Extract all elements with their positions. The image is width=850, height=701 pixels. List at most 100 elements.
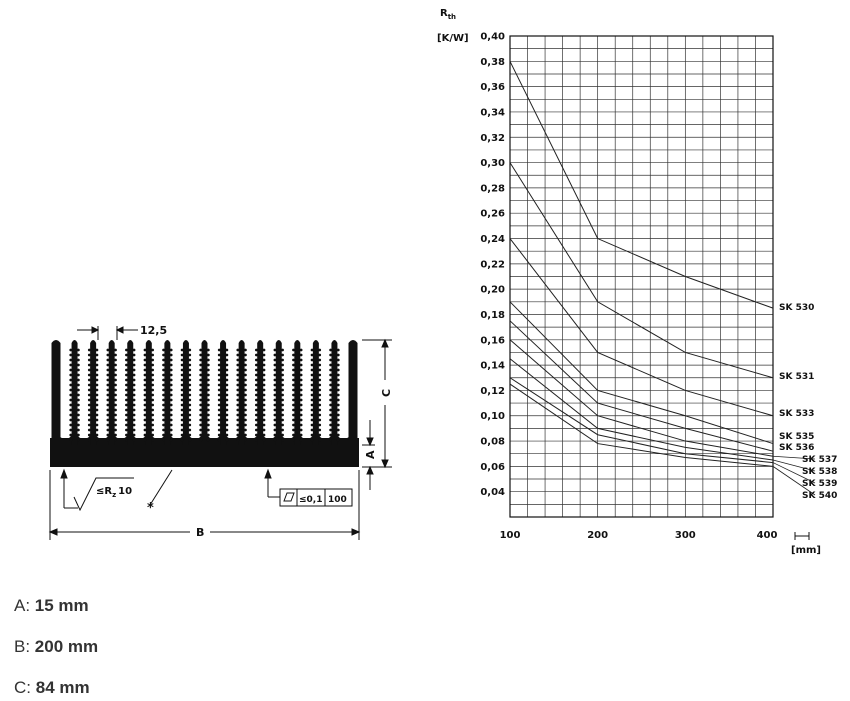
series-label: SK 530 <box>779 303 814 313</box>
fin-serration <box>76 423 80 427</box>
fin-serration <box>262 408 266 412</box>
fin-serration <box>310 433 314 437</box>
fin-serration <box>273 438 277 442</box>
roughness-symbol <box>60 468 173 512</box>
fin-serration <box>262 413 266 417</box>
y-tick-label: 0,26 <box>480 209 505 220</box>
fin-serration <box>206 393 210 397</box>
fin-serration <box>180 398 184 402</box>
fin-serration <box>254 393 258 397</box>
fin-serration <box>336 398 340 402</box>
fin-serration <box>336 348 340 352</box>
fin-serration <box>106 428 110 432</box>
fin-root-fillet <box>185 432 205 439</box>
fin-serration <box>254 433 258 437</box>
fin-serration <box>125 368 128 372</box>
fin-serration <box>199 408 203 412</box>
fin-root-fillet <box>167 432 186 439</box>
fin-serration <box>188 428 192 432</box>
fin-serration <box>225 398 229 402</box>
fin-serration <box>76 438 80 442</box>
fin-serration <box>143 348 147 352</box>
y-tick-label: 0,04 <box>480 487 505 498</box>
fin-serration <box>69 373 73 377</box>
fin-serration <box>132 383 136 387</box>
fin-serration <box>254 353 258 357</box>
fin-serration <box>106 438 110 442</box>
fin-serration <box>162 403 165 407</box>
y-tick-label: 0,14 <box>480 361 505 372</box>
fin-serration <box>180 393 184 397</box>
fin-serration <box>254 383 258 387</box>
fin-serration <box>318 388 322 392</box>
heatsink-fin <box>51 340 61 445</box>
fin-serration <box>114 378 117 382</box>
fin-serration <box>310 398 314 402</box>
fin-serration <box>217 373 221 377</box>
fin-serration <box>87 393 91 397</box>
fin-serration <box>76 428 80 432</box>
fin-serration <box>188 348 192 352</box>
thermal-resistance-chart: Rth [K/W] [mm] 0,040,060,080,100,120,140… <box>437 8 837 556</box>
fin-serration <box>262 388 266 392</box>
fin-serration <box>132 353 136 357</box>
fin-serration <box>329 418 333 422</box>
fin-serration <box>318 413 322 417</box>
fin-serration <box>336 433 340 437</box>
fin-serration <box>114 348 117 352</box>
fin-serration <box>169 423 173 427</box>
fin-serration <box>69 388 73 392</box>
fin-serration <box>151 393 155 397</box>
fin-serration <box>162 363 165 367</box>
fin-serration <box>206 403 210 407</box>
fin-serration <box>162 393 165 397</box>
fin-serration <box>262 373 266 377</box>
fin-serration <box>225 418 229 422</box>
fin-serration <box>318 368 322 372</box>
fin-serration <box>106 393 110 397</box>
fin-serration <box>273 363 277 367</box>
fin-serration <box>206 363 210 367</box>
fin-serration <box>254 418 258 422</box>
fin-serration <box>180 423 184 427</box>
fin-serration <box>87 378 91 382</box>
fin-serration <box>292 393 295 397</box>
fin-serration <box>151 418 155 422</box>
fin-serration <box>87 433 91 437</box>
fin-root-fillet <box>241 432 261 439</box>
fin-serration <box>106 418 110 422</box>
fin-serration <box>336 368 340 372</box>
fin-serration <box>273 368 277 372</box>
fin-serration <box>87 373 91 377</box>
fin-serration <box>254 428 258 432</box>
fin-serration <box>244 378 247 382</box>
fin-serration <box>310 383 314 387</box>
fin-serration <box>143 438 147 442</box>
fin-serration <box>329 398 333 402</box>
fin-serration <box>125 358 128 362</box>
fin-serration <box>254 423 258 427</box>
fin-serration <box>76 348 80 352</box>
fin-serration <box>95 423 99 427</box>
fin-root-fillet <box>130 432 149 439</box>
fin-serration <box>169 428 173 432</box>
fin-serration <box>310 413 314 417</box>
fin-serration <box>292 383 295 387</box>
fin-serration <box>318 418 322 422</box>
fin-serration <box>281 363 284 367</box>
fin-serration <box>262 423 266 427</box>
fin-serration <box>132 348 136 352</box>
fin-serration <box>236 403 240 407</box>
fin-serration <box>310 423 314 427</box>
x-axis-unit-arrow <box>794 532 810 540</box>
fin-serration <box>151 408 155 412</box>
fin-serration <box>180 433 184 437</box>
fin-root-fillet <box>204 432 224 439</box>
fin-serration <box>143 428 147 432</box>
fin-serration <box>273 423 277 427</box>
fin-serration <box>206 413 210 417</box>
dimension-b-label: B <box>196 526 204 539</box>
fin-serration <box>76 368 80 372</box>
fin-serration <box>244 358 247 362</box>
series-label: SK 535 <box>779 432 814 442</box>
